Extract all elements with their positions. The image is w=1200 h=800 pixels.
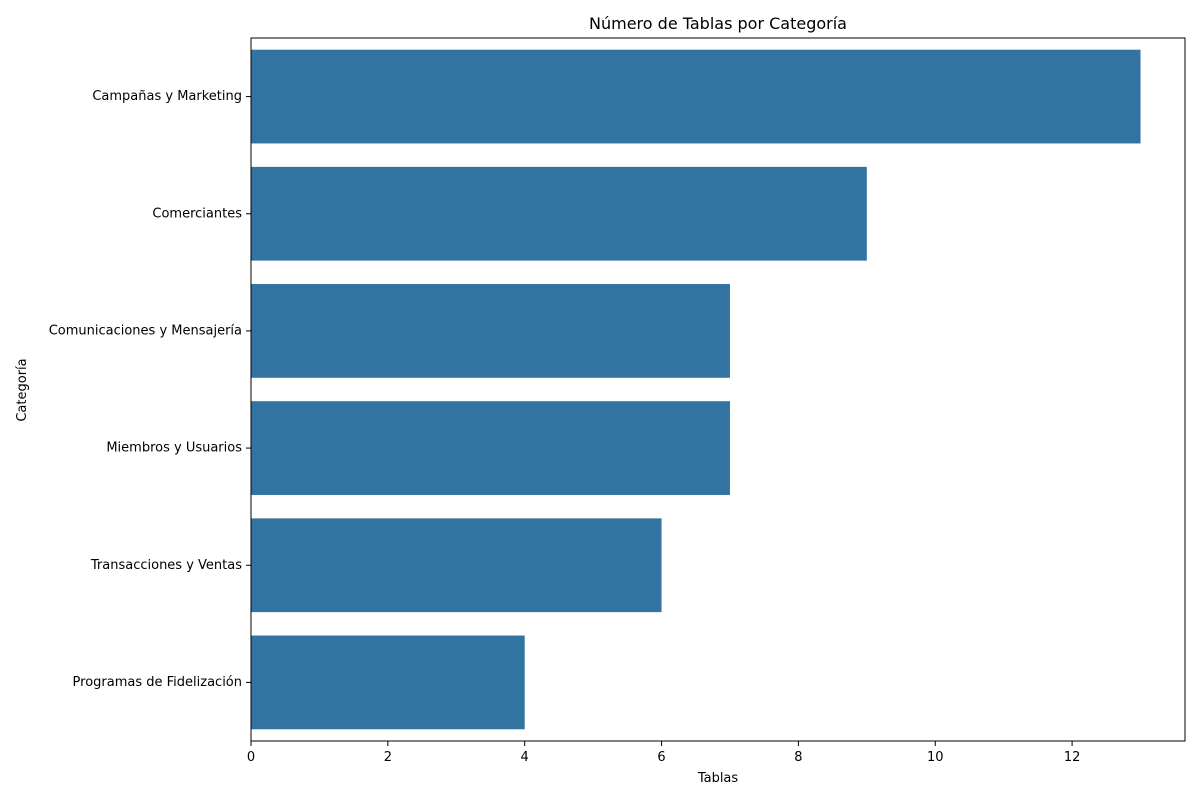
x-tick-label: 8 — [794, 750, 802, 765]
y-ticks-group: Campañas y Marketing Comerciantes Comunica… — [49, 89, 251, 690]
y-tick-label: Comerciantes — [152, 206, 242, 221]
x-axis-label: Tablas — [697, 771, 739, 786]
chart-title: Número de Tablas por Categoría — [589, 14, 847, 33]
bar-3 — [251, 401, 730, 495]
y-axis-label: Categoría — [15, 358, 30, 421]
x-tick-label: 4 — [521, 750, 529, 765]
x-tick-label: 2 — [384, 750, 392, 765]
y-tick-label: Programas de Fidelización — [73, 675, 242, 690]
x-ticks-group: 0 2 4 6 8 10 12 — [247, 741, 1081, 765]
plot-frame — [250, 37, 1186, 742]
bars-group — [251, 49, 1141, 730]
x-tick-label: 0 — [247, 750, 255, 765]
bar-4 — [251, 518, 662, 613]
y-tick-label: Campañas y Marketing — [92, 89, 242, 104]
bar-0 — [251, 49, 1141, 144]
bar-5 — [251, 635, 525, 730]
bar-1 — [251, 166, 867, 261]
x-tick-label: 10 — [927, 750, 944, 765]
y-tick-label: Miembros y Usuarios — [106, 441, 242, 456]
x-tick-label: 6 — [657, 750, 665, 765]
y-tick-label: Comunicaciones y Mensajería — [49, 323, 242, 338]
bar-2 — [251, 284, 730, 378]
y-tick-label: Transacciones y Ventas — [90, 558, 242, 573]
x-tick-label: 12 — [1064, 750, 1081, 765]
